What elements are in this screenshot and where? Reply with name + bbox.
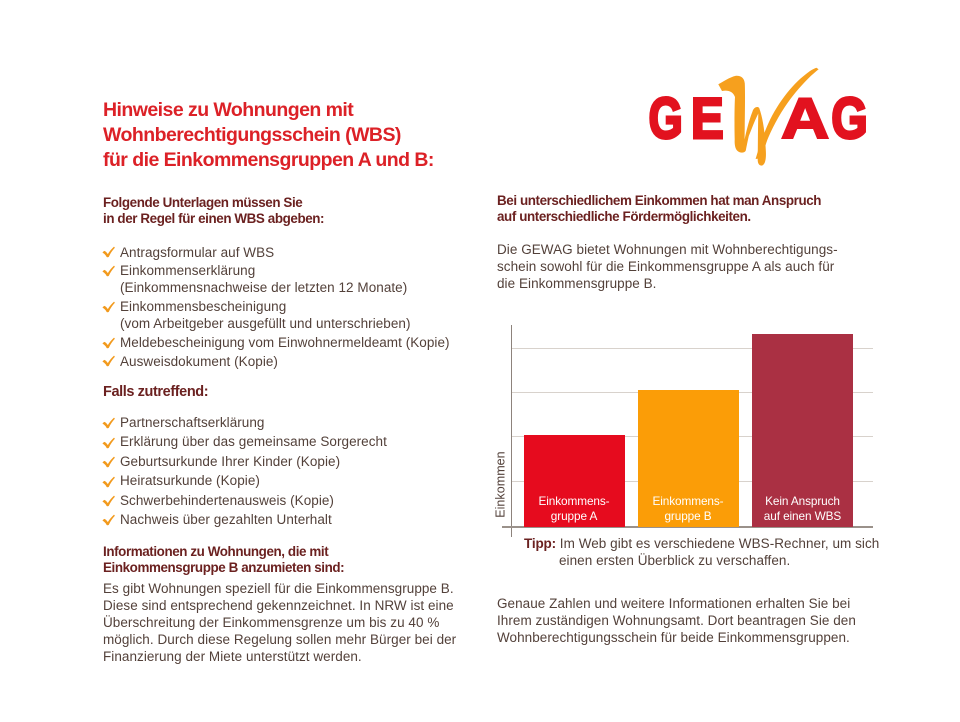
svg-text:G: G	[831, 87, 867, 151]
svg-text:E: E	[691, 87, 724, 151]
svg-text:G: G	[649, 86, 683, 150]
